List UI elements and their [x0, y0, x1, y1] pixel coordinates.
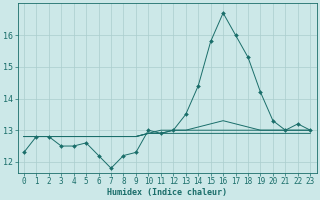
- X-axis label: Humidex (Indice chaleur): Humidex (Indice chaleur): [107, 188, 227, 197]
